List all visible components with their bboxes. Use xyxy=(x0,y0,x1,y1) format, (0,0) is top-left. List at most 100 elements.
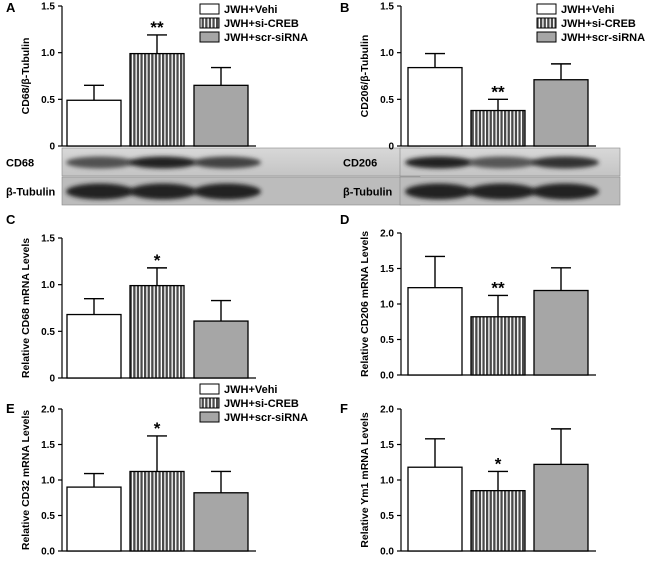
blot-band xyxy=(405,183,473,200)
bar xyxy=(407,287,463,376)
blot-label: CD206 xyxy=(343,158,377,170)
y-tick-label: 0 xyxy=(49,142,55,153)
y-tick-label: 2.0 xyxy=(380,229,394,240)
bar xyxy=(407,466,463,552)
significance-mark: ** xyxy=(150,18,164,37)
chart-panel-e: E 0.0 0.5 1.0 1.5 2.0 Relative CD32 mRNA Level… xyxy=(6,383,308,558)
panel-letter: F xyxy=(340,401,348,416)
y-tick-label: 1.0 xyxy=(41,476,55,487)
blot-band xyxy=(193,156,261,169)
blot-band xyxy=(129,156,197,169)
bar xyxy=(66,99,122,147)
bar xyxy=(129,52,185,147)
bar xyxy=(193,320,249,379)
y-tick-label: 1.5 xyxy=(380,264,394,275)
legend-label: JWH+si-CREB xyxy=(224,18,299,30)
bar xyxy=(129,470,185,552)
bar xyxy=(66,313,122,379)
y-tick-label: 0.5 xyxy=(41,511,55,522)
legend-swatch xyxy=(199,17,220,29)
bar xyxy=(470,316,526,376)
y-tick-label: 0.0 xyxy=(380,371,394,382)
y-axis-title: Relative CD32 mRNA Levels xyxy=(20,410,32,550)
blot-band xyxy=(129,183,197,200)
y-tick-label: 1.5 xyxy=(41,234,55,245)
y-axis-title: CD206/β-Tubulin xyxy=(359,35,371,118)
chart-panel-a: A 0 0.5 1.0 1.5 CD68/β-Tubulin ** JWH+Vehi JWH+s… xyxy=(6,0,421,206)
bar xyxy=(470,109,526,147)
bar xyxy=(533,79,589,147)
panel-letter: D xyxy=(340,212,349,227)
y-tick-label: 2.0 xyxy=(380,405,394,416)
legend-label: JWH+scr-siRNA xyxy=(561,32,645,44)
y-tick-label: 1.0 xyxy=(380,476,394,487)
significance-mark: * xyxy=(154,419,161,438)
blot-label: CD68 xyxy=(6,158,34,170)
panel-letter: A xyxy=(6,0,16,15)
blot-label: β-Tubulin xyxy=(6,187,56,199)
y-tick-label: 1.5 xyxy=(41,440,55,451)
bar xyxy=(193,84,249,147)
panel-letter: B xyxy=(340,0,349,15)
y-axis-title: CD68/β-Tubulin xyxy=(20,38,32,115)
y-tick-label: 0 xyxy=(49,374,55,385)
y-axis-title: Relative CD206 mRNA Levels xyxy=(359,231,371,377)
legend-swatch xyxy=(199,397,220,409)
y-tick-label: 0.5 xyxy=(41,95,55,106)
y-tick-label: 1.5 xyxy=(380,2,394,13)
significance-mark: ** xyxy=(491,278,505,297)
legend-label: JWH+scr-siRNA xyxy=(224,412,308,424)
legend-swatch xyxy=(199,3,220,15)
y-tick-label: 0.5 xyxy=(380,335,394,346)
bar xyxy=(533,463,589,552)
blot-band xyxy=(468,156,536,169)
western-blot: CD68 β-Tubulin xyxy=(6,147,421,206)
chart-panel-d: D 0.0 0.5 1.0 1.5 2.0 Relative CD206 mRNA Leve… xyxy=(340,212,596,382)
legend-label: JWH+scr-siRNA xyxy=(224,32,308,44)
bar xyxy=(129,284,185,379)
bar xyxy=(66,486,122,552)
blot-band xyxy=(193,183,261,200)
blot-label: β-Tubulin xyxy=(343,187,393,199)
blot-band xyxy=(531,183,599,200)
y-tick-label: 1.0 xyxy=(380,300,394,311)
legend-swatch xyxy=(199,383,220,395)
significance-mark: * xyxy=(495,454,502,473)
significance-mark: * xyxy=(154,251,161,270)
legend-label: JWH+si-CREB xyxy=(561,18,636,30)
y-tick-label: 1.5 xyxy=(380,440,394,451)
legend-swatch xyxy=(536,31,557,43)
y-tick-label: 0.0 xyxy=(41,547,55,558)
legend-swatch xyxy=(536,17,557,29)
legend: JWH+Vehi JWH+si-CREB JWH+scr-siRNA xyxy=(199,3,308,44)
panel-letter: C xyxy=(6,212,16,227)
significance-mark: ** xyxy=(491,82,505,101)
western-blot: CD206 β-Tubulin xyxy=(343,147,621,206)
y-tick-label: 1.5 xyxy=(41,2,55,13)
blot-band xyxy=(66,183,134,200)
legend-label: JWH+Vehi xyxy=(224,4,278,16)
blot-band xyxy=(66,156,134,169)
y-tick-label: 0 xyxy=(388,142,394,153)
bar xyxy=(470,489,526,552)
bar xyxy=(407,66,463,147)
legend-swatch xyxy=(199,31,220,43)
blot-band xyxy=(468,183,536,200)
blot-band xyxy=(531,156,599,169)
legend-label: JWH+si-CREB xyxy=(224,398,299,410)
y-tick-label: 2.0 xyxy=(41,405,55,416)
legend: JWH+Vehi JWH+si-CREB JWH+scr-siRNA xyxy=(199,383,308,424)
y-axis-title: Relative Ym1 mRNA Levels xyxy=(359,412,371,548)
y-axis-title: Relative CD68 mRNA Levels xyxy=(20,238,32,378)
bar xyxy=(193,492,249,552)
y-tick-label: 1.0 xyxy=(41,280,55,291)
legend-label: JWH+Vehi xyxy=(561,4,615,16)
y-tick-label: 0.5 xyxy=(380,511,394,522)
y-tick-label: 1.0 xyxy=(41,48,55,59)
y-tick-label: 0.5 xyxy=(380,95,394,106)
y-tick-label: 0.0 xyxy=(380,547,394,558)
chart-panel-f: F 0.0 0.5 1.0 1.5 2.0 Relative Ym1 mRNA Levels… xyxy=(340,401,596,558)
legend-label: JWH+Vehi xyxy=(224,384,278,396)
